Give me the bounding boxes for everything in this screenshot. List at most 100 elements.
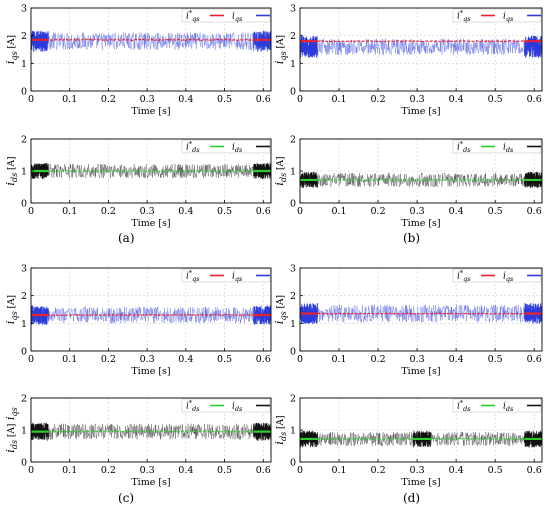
x-tick-label: 0.3 — [410, 206, 425, 217]
series-ids-trace — [31, 422, 271, 441]
legend-entry-label: i*ds — [186, 140, 200, 154]
y-tick-label: 2 — [290, 291, 296, 302]
plot-area — [300, 171, 542, 188]
plot-frame — [30, 267, 272, 352]
plot-frame — [299, 7, 543, 92]
x-axis-label: Time [s] — [131, 218, 170, 229]
y-tick-label: 1 — [290, 319, 296, 330]
x-tick-label: 0.3 — [140, 354, 155, 365]
y-tick-label: 2 — [21, 291, 27, 302]
series-iqs-dense — [524, 35, 542, 58]
y-tick-label: 0 — [21, 199, 27, 210]
legend-entry-label: i*qs — [457, 9, 471, 23]
x-tick-label: 0 — [28, 465, 34, 476]
y-tick-label: 3 — [21, 264, 27, 275]
x-axis-label: Time [s] — [401, 106, 440, 117]
y-tick-label: 1 — [290, 426, 296, 437]
x-tick-label: 0.1 — [331, 206, 346, 217]
x-tick-label: 0.6 — [256, 465, 271, 476]
x-tick-label: 0.5 — [217, 206, 232, 217]
series-ids-dense — [253, 163, 271, 179]
series-i*qs-line — [300, 312, 542, 315]
x-axis-label: Time [s] — [131, 477, 170, 488]
series-i*qs-line — [31, 38, 271, 42]
y-tick-label: 1 — [21, 167, 27, 178]
x-tick-label: 0.5 — [488, 206, 503, 217]
x-tick-label: 0.1 — [331, 465, 346, 476]
y-tick-label: 3 — [21, 4, 27, 15]
x-tick-label: 0.2 — [101, 465, 116, 476]
y-tick-label: 0 — [21, 347, 27, 358]
series-i*ds-line — [31, 169, 271, 173]
y-tick-label: 0 — [21, 458, 27, 469]
y-tick-label: 2 — [290, 31, 296, 42]
x-tick-label: 0.6 — [527, 206, 542, 217]
legend-entry-label: i*ds — [457, 140, 471, 154]
x-tick-label: 0.5 — [488, 465, 503, 476]
x-tick-label: 0.6 — [256, 94, 271, 105]
x-tick-label: 0.4 — [178, 354, 193, 365]
panel-label-d: (d) — [403, 491, 421, 505]
series-iqs-dense — [31, 305, 49, 325]
y-tick-label: 2 — [21, 31, 27, 42]
legend-entry-label: ids — [232, 143, 243, 155]
legend-entry-label: ids — [232, 402, 243, 414]
x-tick-label: 0.1 — [62, 465, 77, 476]
x-tick-label: 0.4 — [449, 465, 464, 476]
x-tick-label: 0.5 — [488, 94, 503, 105]
x-tick-label: 0 — [28, 94, 34, 105]
chart-a-top: 0 0.1 0.2 0.3 0.4 0.5 0.6 0 1 2 3 Time [s] iqs [A] i*… — [4, 4, 272, 117]
series-iqs-dense — [253, 30, 271, 52]
x-tick-label: 0.2 — [101, 354, 116, 365]
x-tick-label: 0.2 — [371, 94, 386, 105]
y-tick-label: 0 — [290, 347, 296, 358]
x-tick-label: 0.6 — [256, 354, 271, 365]
x-axis-label: Time [s] — [131, 366, 170, 377]
plot-frame — [30, 7, 272, 92]
series-iqs-trace — [31, 31, 271, 53]
y-axis-label: ids [A] — [273, 156, 288, 185]
series-iqs-dense — [253, 305, 271, 325]
plot-area — [31, 422, 271, 442]
series-ids-trace — [31, 163, 271, 179]
panel-label-b: (b) — [403, 231, 421, 245]
y-tick-label: 0 — [290, 87, 296, 98]
x-tick-label: 0.4 — [178, 94, 193, 105]
series-ids-trace — [300, 172, 542, 188]
y-tick-label: 2 — [21, 135, 27, 146]
series-ids-dense — [300, 171, 318, 188]
y-tick-label: 0 — [21, 87, 27, 98]
legend-entry-label: iqs — [232, 12, 243, 24]
series-ids-dense — [524, 430, 542, 448]
y-tick-label: 0 — [290, 458, 296, 469]
y-tick-label: 2 — [21, 394, 27, 405]
chart-d-top: 0 0.1 0.2 0.3 0.4 0.5 0.6 0 1 2 3 Time [s] iqs [A] i*… — [273, 264, 543, 377]
legend: i*ds ids — [452, 398, 542, 413]
x-tick-label: 0.2 — [371, 354, 386, 365]
chart-c-bottom: 0 0.1 0.2 0.3 0.4 0.5 0.6 0 1 2 Time [s] ids [A] iq… — [4, 394, 272, 488]
plot-area — [300, 35, 542, 59]
x-tick-label: 0.2 — [371, 206, 386, 217]
plot-area — [300, 430, 542, 448]
series-iqs-trace — [300, 35, 542, 59]
x-axis-label: Time [s] — [401, 218, 440, 229]
series-i*ds-line — [31, 430, 271, 433]
chart-b-top: 0 0.1 0.2 0.3 0.4 0.5 0.6 0 1 2 3 Time [s] iqs [A] i*… — [273, 4, 543, 117]
legend-entry-label: ids — [503, 143, 514, 155]
legend-entry-label: iqs — [503, 272, 514, 284]
x-tick-label: 0.2 — [371, 465, 386, 476]
y-tick-label: 3 — [290, 264, 296, 275]
x-tick-label: 0.4 — [178, 206, 193, 217]
legend: i*qs iqs — [452, 8, 542, 23]
x-tick-label: 0.5 — [217, 94, 232, 105]
x-tick-label: 0.3 — [140, 465, 155, 476]
y-axis-label: iqs [A] — [4, 35, 19, 64]
legend-entry-label: i*ds — [457, 399, 471, 413]
x-tick-label: 0.6 — [527, 354, 542, 365]
x-tick-label: 0.3 — [410, 94, 425, 105]
x-axis-label: Time [s] — [401, 366, 440, 377]
plot-area — [31, 30, 271, 53]
x-tick-label: 0.3 — [140, 94, 155, 105]
x-tick-label: 0 — [28, 354, 34, 365]
x-tick-label: 0.5 — [217, 465, 232, 476]
